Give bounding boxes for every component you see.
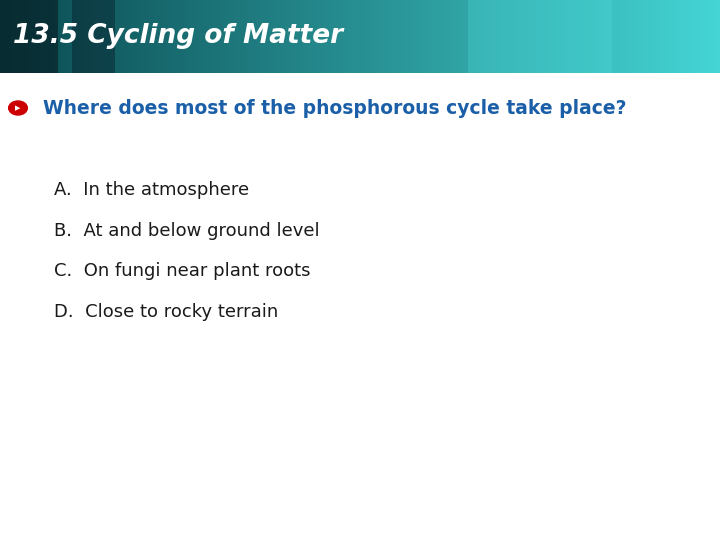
Text: B.  At and below ground level: B. At and below ground level [54,221,320,240]
FancyBboxPatch shape [72,0,115,73]
Text: ▶: ▶ [15,105,21,111]
Text: D.  Close to rocky terrain: D. Close to rocky terrain [54,302,278,321]
Text: 13.5 Cycling of Matter: 13.5 Cycling of Matter [13,23,343,50]
Text: Where does most of the phosphorous cycle take place?: Where does most of the phosphorous cycle… [43,98,626,118]
Circle shape [9,101,27,115]
FancyBboxPatch shape [0,0,58,73]
Text: A.  In the atmosphere: A. In the atmosphere [54,181,249,199]
Text: C.  On fungi near plant roots: C. On fungi near plant roots [54,262,310,280]
FancyBboxPatch shape [468,0,612,73]
